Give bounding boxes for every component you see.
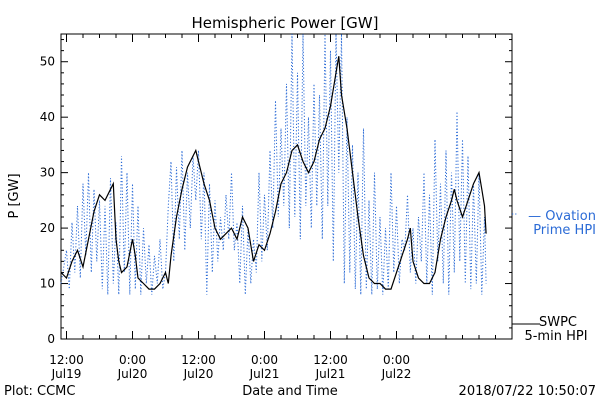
x-tick-time-label: 12:00 [313, 353, 348, 367]
series-layer [60, 33, 487, 295]
swpc-series-line [60, 56, 487, 290]
ovation-prime-series-line [60, 33, 487, 295]
x-tick-time-label: 0:00 [119, 353, 146, 367]
x-tick-date-label: Jul20 [117, 367, 148, 381]
y-tick-label: 50 [40, 55, 55, 69]
x-tick-time-label: 12:00 [181, 353, 216, 367]
y-tick-label: 40 [40, 110, 55, 124]
y-tick-label: 30 [40, 166, 55, 180]
x-tick-date-label: Jul19 [51, 367, 82, 381]
legend-ovation-label: — Ovation [528, 209, 596, 224]
x-tick-date-label: Jul22 [381, 367, 412, 381]
x-axis-ticks: 12:00Jul190:00Jul2012:00Jul200:00Jul2112… [49, 34, 496, 381]
x-tick-date-label: Jul20 [183, 367, 214, 381]
x-tick-time-label: 0:00 [251, 353, 278, 367]
x-axis-label: Date and Time [242, 384, 338, 399]
x-tick-date-label: Jul21 [249, 367, 280, 381]
plot-timestamp: 2018/07/22 10:50:07 [459, 384, 596, 399]
y-tick-label: 20 [40, 221, 55, 235]
legend-swpc-label: 5-min HPI [524, 329, 587, 344]
legend-ovation-label: Prime HPI [533, 223, 596, 238]
legend-swpc-label: SWPC [539, 315, 577, 330]
plot-area-frame [60, 33, 513, 340]
x-tick-time-label: 12:00 [49, 353, 84, 367]
chart-title: Hemispheric Power [GW] [192, 14, 379, 32]
x-tick-date-label: Jul21 [315, 367, 346, 381]
y-axis-label: P [GW] [7, 173, 22, 218]
y-tick-label: 10 [40, 277, 55, 291]
y-axis-ticks: 0 10 20 30 40 50 [40, 39, 512, 346]
y-tick-label: 0 [47, 332, 55, 346]
plot-credit: Plot: CCMC [4, 384, 75, 399]
x-tick-time-label: 0:00 [383, 353, 410, 367]
